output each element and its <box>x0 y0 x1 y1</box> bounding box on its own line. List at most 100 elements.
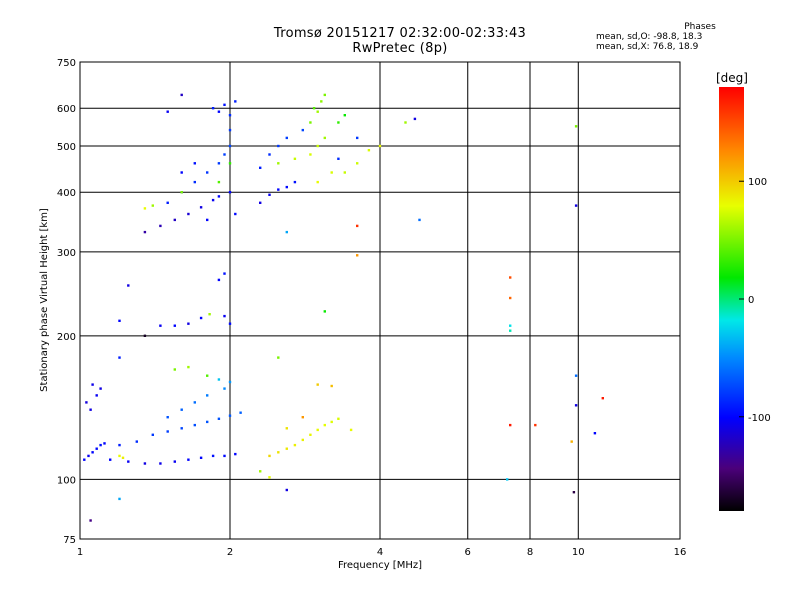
data-point <box>87 454 90 458</box>
data-point <box>293 443 297 447</box>
data-point <box>83 458 86 461</box>
data-point <box>193 162 196 165</box>
chart-title: Tromsø 20151217 02:32:00-02:33:43 <box>273 26 527 41</box>
data-point <box>277 144 280 148</box>
data-point <box>228 162 232 165</box>
data-point <box>509 329 512 332</box>
data-point <box>211 198 215 202</box>
data-point <box>143 230 147 234</box>
data-point <box>418 218 421 222</box>
data-point <box>173 324 176 327</box>
data-point <box>239 411 242 414</box>
data-point <box>316 144 319 148</box>
data-point <box>378 144 382 148</box>
x-axis-ticks: 1 2 4 6 8 10 16 <box>77 547 687 558</box>
data-point <box>277 356 280 359</box>
data-point <box>206 420 209 424</box>
data-point <box>301 416 304 419</box>
data-point <box>506 478 509 481</box>
data-point <box>337 121 340 124</box>
data-point <box>323 310 326 313</box>
data-point <box>118 319 121 322</box>
phases-heading: Phases <box>684 22 716 32</box>
data-point <box>173 218 176 222</box>
data-point <box>574 374 578 377</box>
data-point <box>159 324 162 327</box>
data-point <box>118 443 121 447</box>
phases-x-stats: mean, sd,X: 76.8, 18.9 <box>596 42 699 52</box>
data-point <box>349 428 353 432</box>
data-point <box>206 171 209 174</box>
data-point <box>187 365 190 369</box>
y-axis-ticks: 75 100 200 300 400 500 600 750 <box>57 58 76 546</box>
data-points <box>83 93 604 522</box>
y-tick-label: 200 <box>57 332 76 343</box>
data-point <box>95 447 98 450</box>
data-point <box>217 378 221 381</box>
data-point <box>211 107 215 110</box>
data-point <box>320 100 323 103</box>
data-point <box>259 470 262 473</box>
data-point <box>259 201 262 204</box>
data-point <box>180 93 183 97</box>
data-point <box>509 276 512 279</box>
data-point <box>199 316 203 320</box>
data-point <box>199 456 203 459</box>
data-point <box>285 447 288 450</box>
data-point <box>277 451 280 454</box>
data-point <box>356 254 359 257</box>
x-tick-label: 8 <box>527 547 533 558</box>
data-point <box>301 128 304 132</box>
data-point <box>118 454 121 458</box>
data-point <box>187 322 190 325</box>
phases-summary: Phases mean, sd,O: -98.8, 18.3 mean, sd,… <box>596 22 786 52</box>
data-point <box>180 171 183 174</box>
y-axis-label: Stationary phase Virtual Height [km] <box>39 208 50 392</box>
data-point <box>127 460 130 463</box>
data-point <box>234 100 237 103</box>
data-point <box>330 420 333 424</box>
data-point <box>151 433 154 436</box>
data-point <box>85 401 88 404</box>
data-point <box>159 462 162 465</box>
data-point <box>151 204 154 207</box>
data-point <box>285 488 288 492</box>
data-point <box>330 171 333 174</box>
data-point <box>180 191 183 194</box>
data-point <box>228 114 232 117</box>
data-point <box>166 430 169 433</box>
data-point <box>143 334 147 337</box>
data-point <box>217 195 221 198</box>
colorbar-tick-label: 100 <box>748 177 767 188</box>
data-point <box>268 454 271 458</box>
colorbar-tick-label: -100 <box>748 413 771 424</box>
x-tick-label: 16 <box>674 547 687 558</box>
data-point <box>223 454 226 458</box>
data-point <box>277 162 280 165</box>
data-point <box>277 188 280 191</box>
data-point <box>121 456 125 459</box>
data-point <box>330 384 333 388</box>
data-point <box>309 153 312 156</box>
data-point <box>316 383 319 386</box>
data-point <box>356 136 359 140</box>
data-point <box>301 438 304 442</box>
data-point <box>127 284 130 287</box>
data-point <box>173 368 176 371</box>
data-point <box>268 153 271 156</box>
data-point <box>206 394 209 397</box>
x-axis-label: Frequency [MHz] <box>338 560 422 571</box>
data-point <box>285 185 288 189</box>
data-point <box>166 416 169 419</box>
data-point <box>166 201 169 204</box>
y-tick-label: 300 <box>57 248 76 259</box>
data-point <box>206 374 209 377</box>
x-tick-label: 6 <box>465 547 471 558</box>
data-point <box>193 180 196 184</box>
data-point <box>293 157 297 160</box>
data-point <box>89 519 92 522</box>
data-point <box>268 193 271 196</box>
data-point <box>285 230 288 234</box>
data-point <box>343 114 346 117</box>
